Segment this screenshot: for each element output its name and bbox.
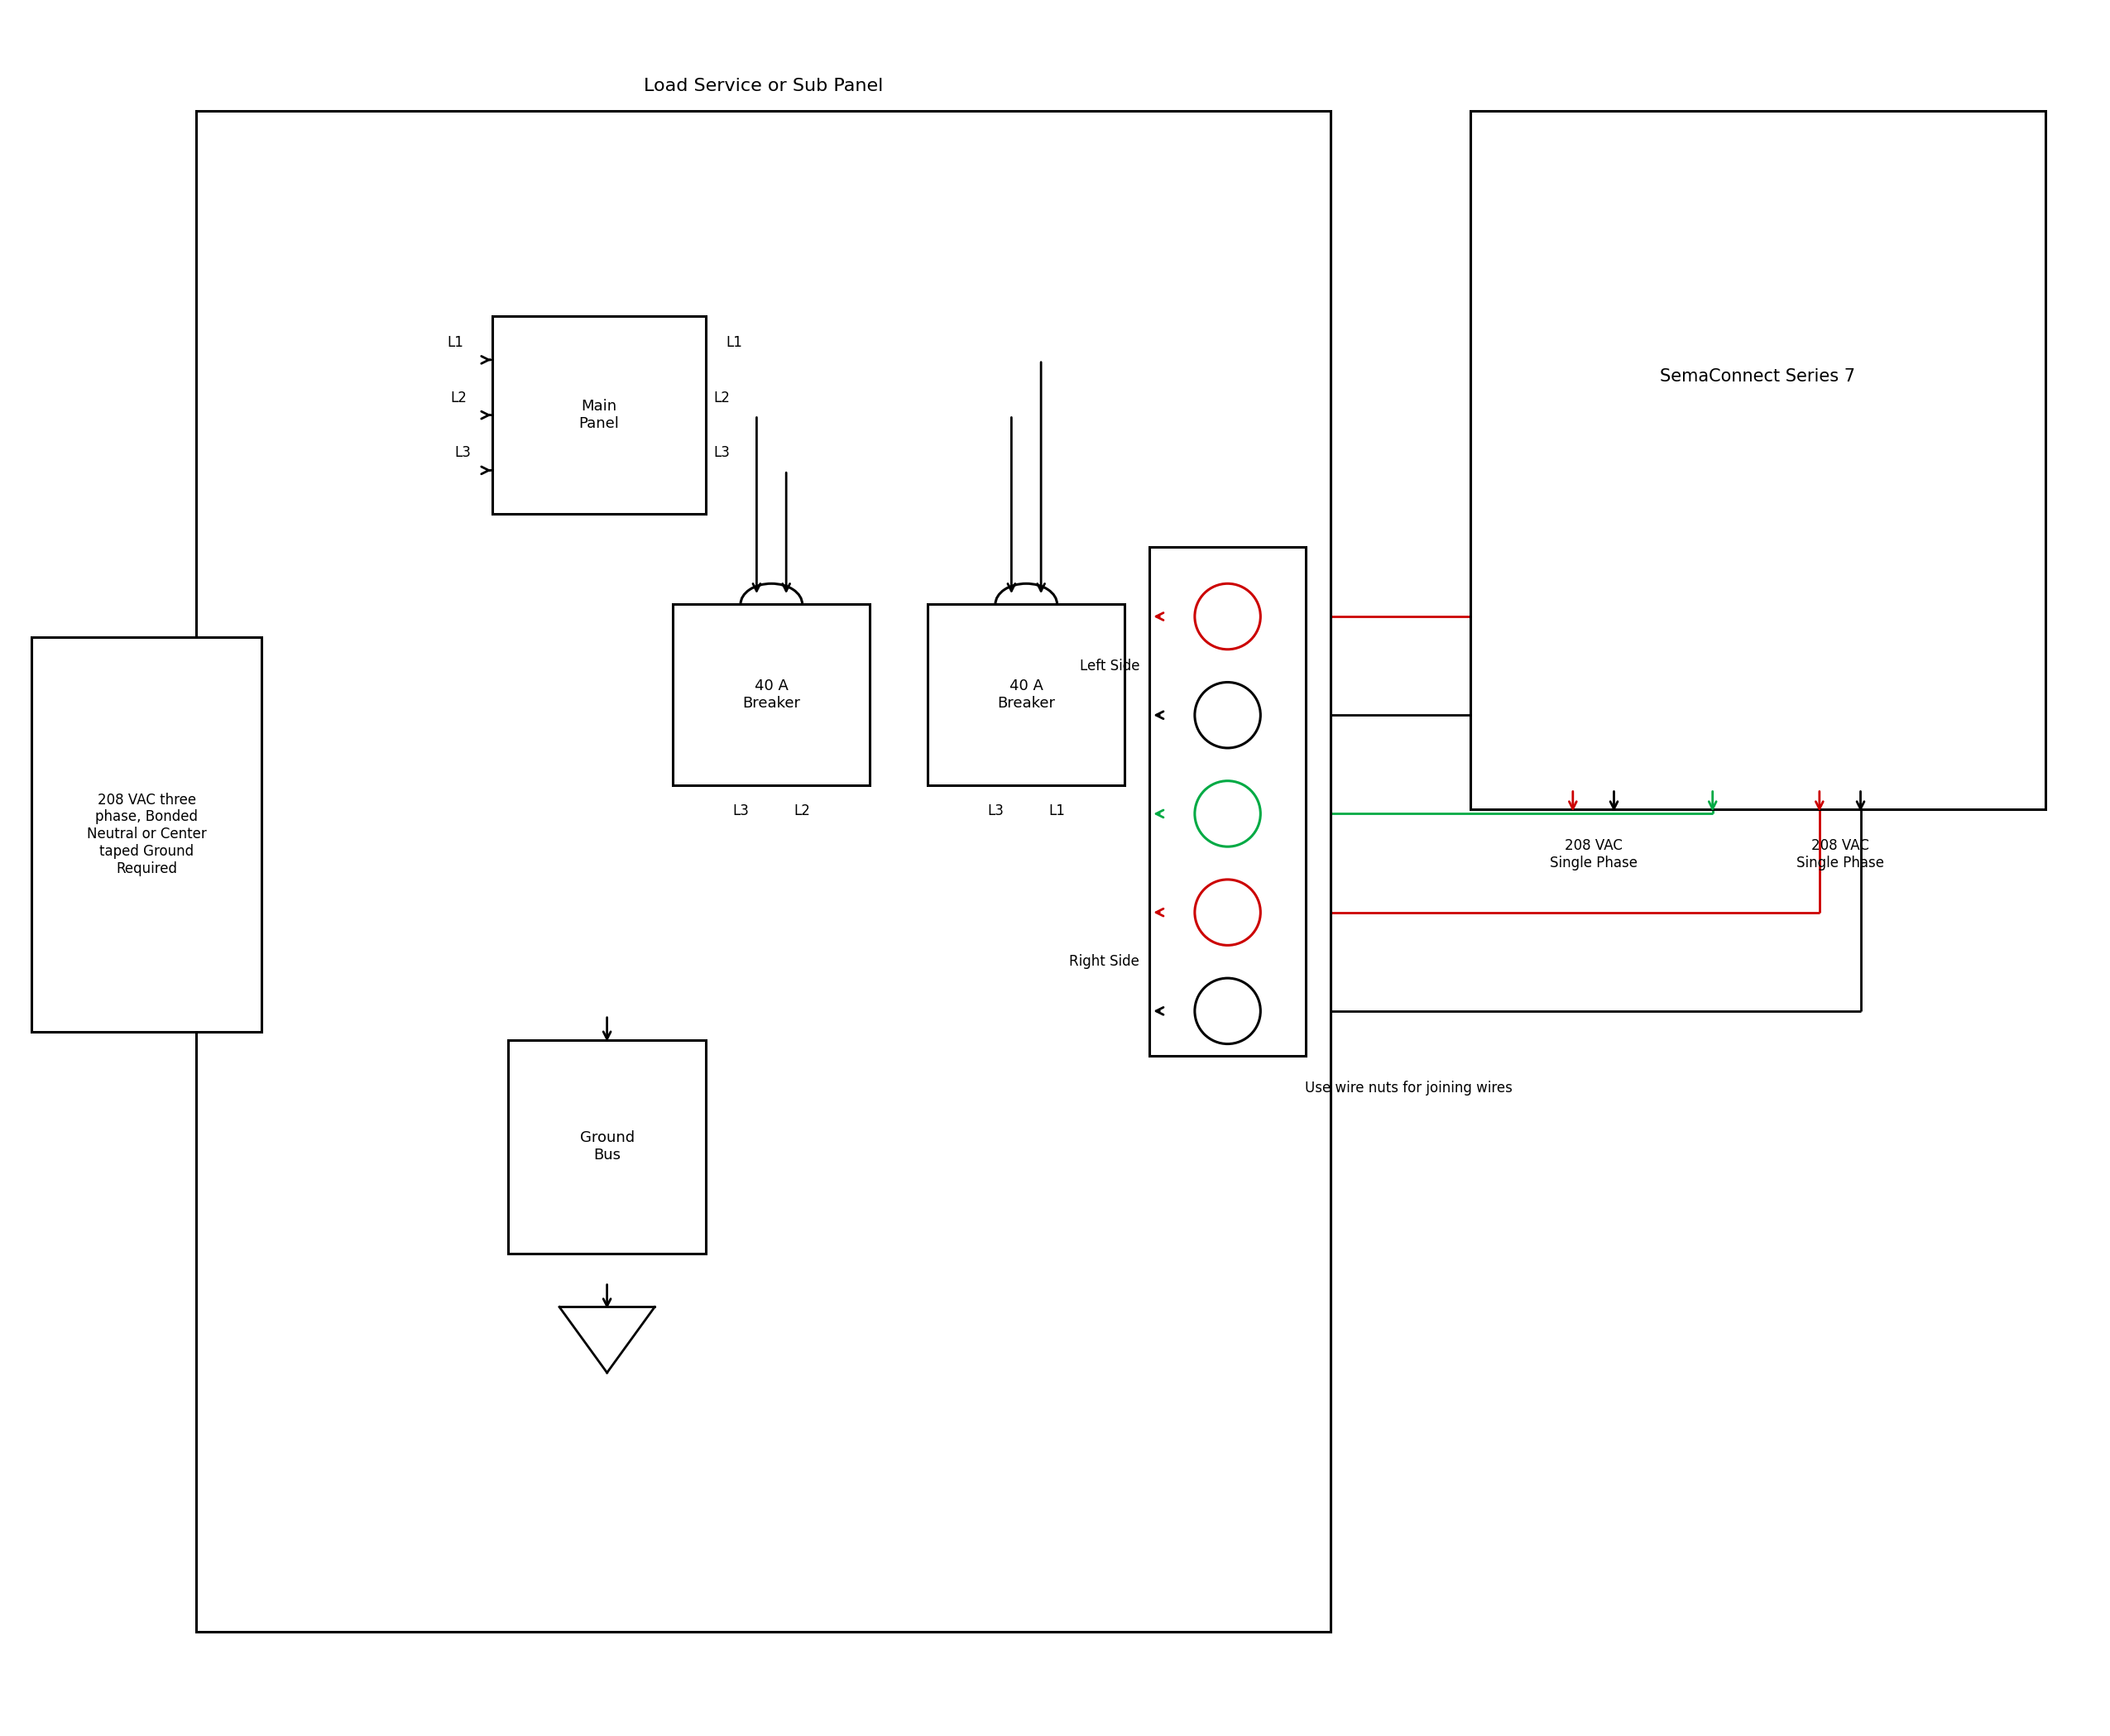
Text: L2: L2	[713, 391, 730, 404]
Text: L1: L1	[1049, 804, 1066, 818]
Bar	[196, 111, 1331, 1632]
Text: SemaConnect Series 7: SemaConnect Series 7	[1661, 368, 1855, 385]
Bar	[673, 604, 869, 785]
Text: L2: L2	[793, 804, 810, 818]
Text: Left Side: Left Side	[1080, 658, 1139, 674]
Bar	[1471, 111, 2045, 809]
Text: L3: L3	[456, 446, 471, 460]
Text: 208 VAC
Single Phase: 208 VAC Single Phase	[1796, 838, 1884, 870]
Text: L1: L1	[726, 335, 743, 351]
Bar	[32, 637, 262, 1031]
Text: Use wire nuts for joining wires: Use wire nuts for joining wires	[1304, 1082, 1513, 1095]
Text: Load Service or Sub Panel: Load Service or Sub Panel	[644, 78, 882, 94]
Bar	[928, 604, 1125, 785]
Text: L1: L1	[447, 335, 464, 351]
Bar	[509, 1040, 705, 1253]
Text: L3: L3	[732, 804, 749, 818]
Text: 40 A
Breaker: 40 A Breaker	[743, 679, 800, 710]
Text: L3: L3	[713, 446, 730, 460]
Text: Ground
Bus: Ground Bus	[580, 1130, 635, 1163]
Text: Main
Panel: Main Panel	[578, 399, 618, 431]
Bar	[1150, 547, 1306, 1055]
Text: 208 VAC
Single Phase: 208 VAC Single Phase	[1549, 838, 1637, 870]
Text: Right Side: Right Side	[1070, 955, 1139, 969]
Text: L3: L3	[987, 804, 1004, 818]
Text: 208 VAC three
phase, Bonded
Neutral or Center
taped Ground
Required: 208 VAC three phase, Bonded Neutral or C…	[87, 792, 207, 877]
Text: 40 A
Breaker: 40 A Breaker	[998, 679, 1055, 710]
Text: L2: L2	[452, 391, 466, 404]
Bar	[492, 316, 705, 514]
